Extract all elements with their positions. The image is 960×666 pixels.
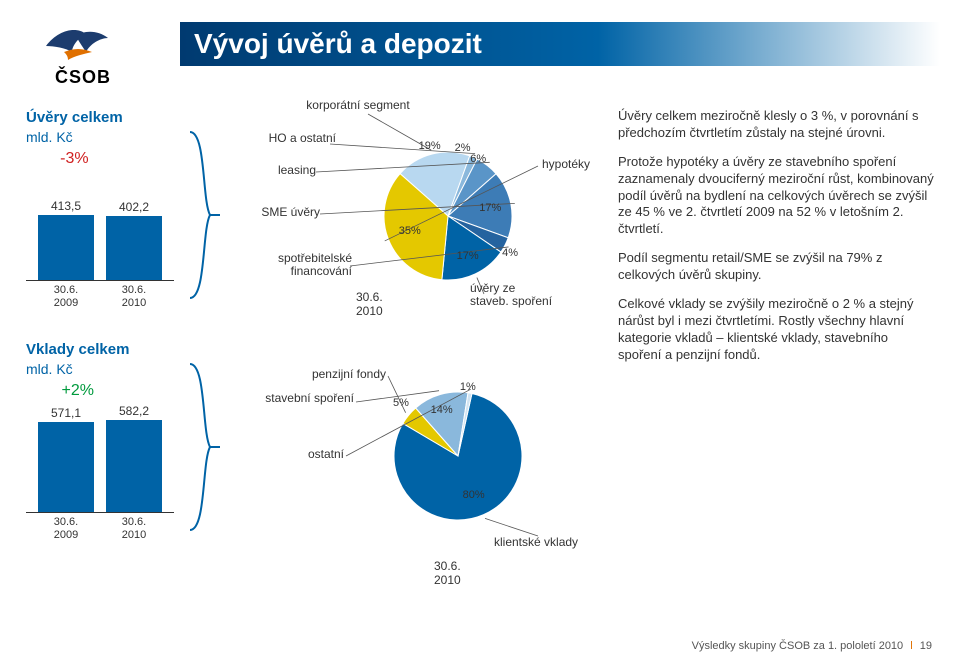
deposits-bar-chart: 571,1582,230.6.200930.6.2010	[26, 412, 174, 541]
pie-slice-label: ostatní	[278, 448, 344, 461]
pie-pct-label: 2%	[455, 142, 471, 154]
pie-slice-label: úvěry zestaveb. spoření	[470, 282, 590, 308]
pie-pct-label: 35%	[399, 225, 421, 237]
p1: Úvěry celkem meziročně klesly o 3 %, v p…	[618, 108, 934, 142]
footer-text: Výsledky skupiny ČSOB za 1. pololetí 201…	[692, 640, 904, 652]
deposits-pie-chart: klientské vklady80%penzijní fondy5%stave…	[238, 346, 606, 576]
bracket-bottom-icon	[188, 362, 222, 532]
pie-slice-label: spotřebitelskéfinancování	[242, 252, 352, 278]
bracket-top-icon	[188, 130, 222, 300]
pie-pct-label: 6%	[470, 153, 486, 165]
bar-value-label: 402,2	[119, 200, 149, 214]
pie-date-label: 30.6.2010	[356, 291, 383, 319]
logo: ČSOB	[28, 16, 138, 88]
bar-rect	[106, 420, 162, 512]
deposits-heading: Vklady celkem	[26, 340, 129, 360]
pie-pct-label: 19%	[419, 140, 441, 152]
loans-bar-chart: 413,5 402,2 30.6.2009 30.6.2010	[26, 180, 174, 309]
bar-item: 582,2	[106, 404, 162, 512]
bar-x-label: 30.6.2010	[106, 284, 162, 309]
bar-x-label: 30.6.2010	[106, 516, 162, 541]
footer-page: 19	[920, 640, 932, 652]
pie-pct-label: 14%	[431, 404, 453, 416]
pie-slice-label: SME úvěry	[238, 206, 320, 219]
pie-pct-label: 5%	[393, 397, 409, 409]
pie-pct-label: 17%	[457, 250, 479, 262]
p3: Podíl segmentu retail/SME se zvýšil na 7…	[618, 250, 934, 284]
bar-x-label: 30.6.2009	[38, 284, 94, 309]
bar-x-label: 30.6.2009	[38, 516, 94, 541]
pie-pct-label: 17%	[479, 202, 501, 214]
pie-slice-label: klientské vklady	[494, 536, 614, 549]
deposits-delta: +2%	[26, 382, 129, 400]
bar-value-label: 582,2	[119, 404, 149, 418]
bar-item: 571,1	[38, 406, 94, 512]
p2: Protože hypotéky a úvěry ze stavebního s…	[618, 154, 934, 238]
bar-rect	[106, 216, 162, 280]
bar-value-label: 571,1	[51, 406, 81, 420]
body-text: Úvěry celkem meziročně klesly o 3 %, v p…	[618, 108, 934, 376]
pie-date-label: 30.6.2010	[434, 560, 461, 588]
pie-slice-label: stavební spoření	[238, 392, 354, 405]
pie-pct-label: 4%	[502, 247, 518, 259]
bar-value-label: 413,5	[51, 199, 81, 213]
pie-slice-label: leasing	[246, 164, 316, 177]
bar-rect	[38, 422, 94, 512]
pie-pct-label: 1%	[460, 381, 476, 393]
logo-text: ČSOB	[28, 67, 138, 88]
pie-slice-label: penzijní fondy	[278, 368, 386, 381]
p4: Celkové vklady se zvýšily meziročně o 2 …	[618, 296, 934, 364]
loans-pie-chart: korporátní segment 19% HO a ostatní 2% leasi…	[238, 96, 606, 326]
pie-slice-label: HO a ostatní	[256, 132, 336, 145]
loans-unit: mld. Kč	[26, 128, 123, 146]
loans-delta: -3%	[26, 150, 123, 168]
footer: Výsledky skupiny ČSOB za 1. pololetí 201…	[692, 640, 932, 652]
deposits-unit: mld. Kč	[26, 360, 129, 378]
pie-slice-label: hypotéky	[542, 158, 622, 171]
bar-item: 402,2	[106, 200, 162, 280]
pie-pct-label: 80%	[463, 489, 485, 501]
pie-slice-label: korporátní segment	[298, 99, 418, 112]
footer-sep-icon: l	[906, 640, 916, 652]
bar-item: 413,5	[38, 199, 94, 280]
bar-rect	[38, 215, 94, 280]
logo-crown-icon	[28, 16, 138, 66]
page-title: Vývoj úvěrů a depozit	[180, 22, 940, 66]
loans-heading: Úvěry celkem	[26, 108, 123, 128]
